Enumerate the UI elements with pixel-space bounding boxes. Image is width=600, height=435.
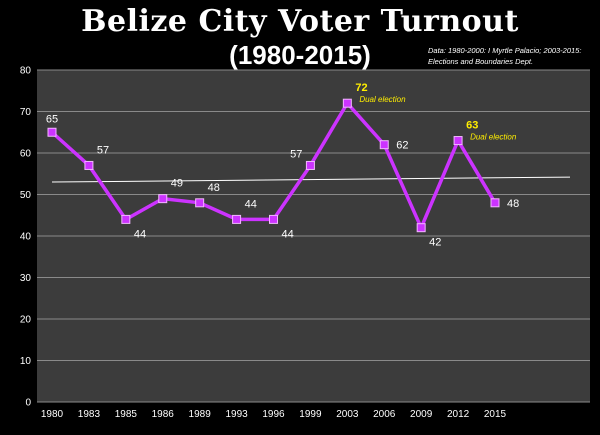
data-point-1993 (232, 214, 242, 224)
data-point-2003 (342, 98, 352, 108)
y-tick-label: 10 (20, 356, 32, 367)
y-tick-label: 70 (20, 107, 32, 118)
data-label: 44 (134, 228, 146, 240)
data-label: 57 (97, 144, 109, 156)
data-point-1985 (121, 214, 131, 224)
x-tick-label: 1999 (299, 409, 322, 420)
data-point-1999 (305, 160, 315, 170)
trendline (51, 176, 571, 183)
data-label: 65 (46, 113, 58, 125)
chart-subtitle: (1980-2015) (229, 40, 371, 70)
data-labels: 65 57 44 49 48 44 44 57 72 62 42 63 48 (46, 82, 519, 249)
y-tick-label: 80 (20, 66, 32, 77)
x-tick-label: 2006 (373, 409, 396, 420)
data-label: 72 (355, 82, 367, 94)
data-label: 49 (171, 178, 183, 190)
data-point-2009 (416, 223, 426, 233)
data-markers (47, 98, 500, 233)
data-label: 57 (290, 148, 302, 160)
annotations: Dual election Dual election (359, 95, 517, 141)
y-tick-label: 50 (20, 190, 32, 201)
data-label: 44 (282, 228, 294, 240)
x-tick-label: 2015 (484, 409, 507, 420)
data-label: 42 (429, 237, 441, 249)
data-label: 62 (396, 140, 408, 152)
data-label: 63 (466, 120, 478, 132)
data-point-1980 (47, 127, 57, 137)
data-point-2015 (490, 198, 500, 208)
y-tick-label: 60 (20, 149, 32, 160)
x-tick-label: 1985 (115, 409, 138, 420)
y-tick-label: 40 (20, 232, 32, 243)
x-tick-label: 1989 (189, 409, 212, 420)
y-tick-label: 30 (20, 273, 32, 284)
data-point-2012 (453, 136, 463, 146)
data-point-2006 (379, 140, 389, 150)
data-point-1986 (158, 194, 168, 204)
x-tick-label: 1983 (78, 409, 101, 420)
x-tick-label: 2003 (336, 409, 359, 420)
x-axis: 1980 1983 1985 1986 1989 1993 1996 1999 2003 2006… (41, 409, 507, 420)
y-axis: 0 10 20 30 40 50 60 70 80 (20, 66, 32, 409)
x-tick-label: 1996 (262, 409, 285, 420)
y-tick-label: 0 (25, 398, 31, 409)
x-tick-label: 2009 (410, 409, 433, 420)
x-tick-label: 2012 (447, 409, 470, 420)
data-point-1996 (269, 214, 278, 224)
x-tick-label: 1993 (225, 409, 248, 420)
data-point-1983 (84, 160, 94, 170)
data-point-1989 (195, 198, 205, 208)
chart-title: Belize City Voter Turnout (81, 4, 519, 39)
data-label: 48 (507, 198, 519, 210)
x-tick-label: 1986 (152, 409, 175, 420)
data-label: 48 (208, 182, 220, 194)
data-label: 44 (245, 198, 257, 210)
gridlines (37, 69, 590, 403)
y-tick-label: 20 (20, 315, 32, 326)
source-note: Data: 1980-2000: I Myrtle Palacio; 2003-… (428, 46, 582, 66)
annotation-dual-election: Dual election (359, 95, 406, 104)
x-tick-label: 1980 (41, 409, 64, 420)
annotation-dual-election: Dual election (470, 133, 517, 142)
